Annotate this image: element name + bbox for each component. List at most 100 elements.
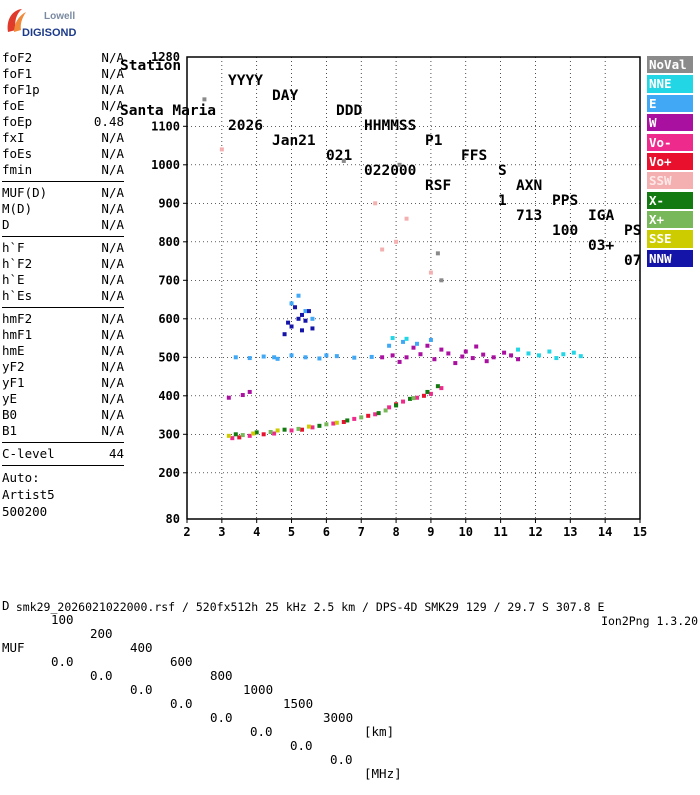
echo-point-e [310,316,315,321]
brand-line1: Lowell [44,11,75,22]
param-name: foF1 [2,66,33,81]
hdr-col-yyyy: YYYY [228,73,263,89]
echo-point-noval [439,278,444,283]
muf-value: 0.0 [210,710,233,725]
divider [2,236,124,237]
software-version: Ion2Png 1.3.20 [601,614,698,628]
echo-point-e [272,355,277,360]
param-name: h`F [2,240,25,255]
echo-point-nnw [310,326,315,331]
param-value: 44 [108,446,124,461]
param-row: foF2 N/A [2,50,124,66]
echo-point-x [268,429,273,434]
muf-row: MUF 0.0 0.0 0.0 0.0 0.0 0.0 0.0 0.0 [MHz… [2,627,402,781]
x-tick-label: 5 [288,525,295,539]
header-row-1: Station YYYY DAY DDD HHMMSS P1 FFS S AXN… [120,44,641,239]
param-name: foF2 [2,50,33,65]
echo-point-vo [366,413,371,418]
echo-point-ssw [373,201,378,206]
echo-point-ssw [428,270,433,275]
param-value: N/A [101,407,124,422]
y-tick-label: 800 [158,235,180,249]
y-tick-label: 900 [158,196,180,210]
x-tick-label: 7 [358,525,365,539]
echo-point-x [359,415,364,420]
legend-item-x-plus: X+ [647,211,693,229]
echo-point-vo [439,386,444,391]
hdr-col-ddd: DDD [336,103,363,119]
param-value: N/A [101,201,124,216]
param-value: N/A [101,50,124,65]
param-name: fxI [2,130,25,145]
echo-point-nnw [306,309,311,314]
param-value: N/A [101,146,124,161]
param-row: C-level 44 [2,446,124,462]
echo-point-x [282,427,287,432]
param-row: yF1 N/A [2,375,124,391]
station-header: Station YYYY DAY DDD HHMMSS P1 FFS S AXN… [120,14,641,269]
echo-point-e [369,354,374,359]
echo-point-e [324,353,329,358]
echo-point-w [470,356,475,361]
divider [2,465,124,466]
distance-value: 200 [90,626,113,641]
echo-point-noval [397,162,402,167]
echo-point-e [247,356,252,361]
param-name: hmE [2,343,25,358]
param-row: hmE N/A [2,343,124,359]
echo-point-x [411,396,416,401]
legend-item-nnw: NNW [647,249,693,267]
param-row: foF1p N/A [2,82,124,98]
muf-value: 0.0 [290,738,313,753]
hdr-val-ps: 07 [624,253,642,269]
echo-point-x [376,411,381,416]
echo-point-sse [306,424,311,429]
param-row: B1 N/A [2,423,124,439]
echo-point-x [435,384,440,389]
muf-value: 0.0 [250,724,273,739]
echo-point-e [289,301,294,306]
param-row: h`F N/A [2,240,124,256]
legend-item-w: W [647,114,693,132]
echo-point-x [324,422,329,427]
echo-point-x [425,389,430,394]
echo-point-nnw [293,305,298,310]
param-row: M(D) N/A [2,201,124,217]
echo-point-e [261,354,266,359]
hdr-val-iga: 03+ [588,238,615,254]
echo-point-nnw [282,332,287,337]
param-value: N/A [101,185,124,200]
distance-value: 600 [170,654,193,669]
x-tick-label: 14 [598,525,612,539]
param-value: N/A [101,343,124,358]
y-tick-label: 700 [158,273,180,287]
echo-point-w [491,355,496,360]
param-value: N/A [101,391,124,406]
echo-point-w [502,350,507,355]
echo-point-vo [230,436,235,441]
x-tick-label: 12 [528,525,542,539]
echo-point-noval [341,158,346,163]
legend-item-noval: NoVal [647,56,693,74]
echo-point-nne [554,356,559,361]
echo-point-x [345,418,350,423]
param-group-3: h`F N/A h`F2 N/A h`E N/A h`Es N/A [2,240,124,304]
echo-point-x [394,403,399,408]
echo-point-w [425,343,430,348]
param-value: N/A [101,288,124,303]
muf-label: MUF [2,640,25,655]
echo-point-w [516,357,521,362]
param-name: M(D) [2,201,33,216]
echo-point-nne [578,354,583,359]
echo-point-vo [310,425,315,430]
param-value: N/A [101,272,124,287]
param-row: D N/A [2,217,124,233]
artist-version: 500200 [2,504,48,519]
echo-point-nne [536,353,541,358]
echo-point-e [317,356,322,361]
muf-value: 0.0 [130,682,153,697]
echo-point-w [397,359,402,364]
echo-point-vo [352,416,357,421]
echo-point-nnw [303,318,308,323]
hdr-val-pps: 100 [552,223,579,239]
